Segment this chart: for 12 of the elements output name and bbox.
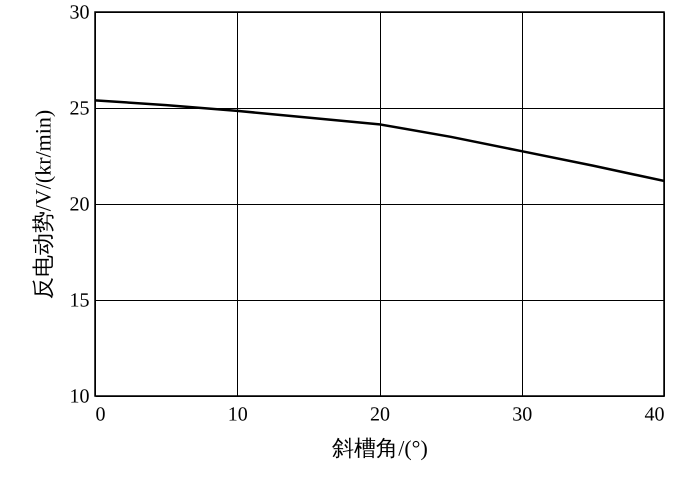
y-tick-label: 15	[70, 290, 90, 312]
x-tick-label: 20	[370, 404, 390, 426]
x-tick-label: 40	[644, 404, 664, 426]
x-tick-label: 10	[228, 404, 248, 426]
y-axis-title: 反电动势/V/(kr/min)	[30, 110, 56, 300]
x-tick-label: 30	[512, 404, 532, 426]
y-tick-label: 25	[70, 98, 90, 120]
x-axis-title: 斜槽角/(°)	[332, 436, 428, 460]
y-tick-label: 10	[70, 386, 90, 408]
x-tick-label: 0	[96, 404, 106, 426]
y-tick-label: 20	[70, 194, 90, 216]
y-tick-label: 30	[70, 2, 90, 24]
